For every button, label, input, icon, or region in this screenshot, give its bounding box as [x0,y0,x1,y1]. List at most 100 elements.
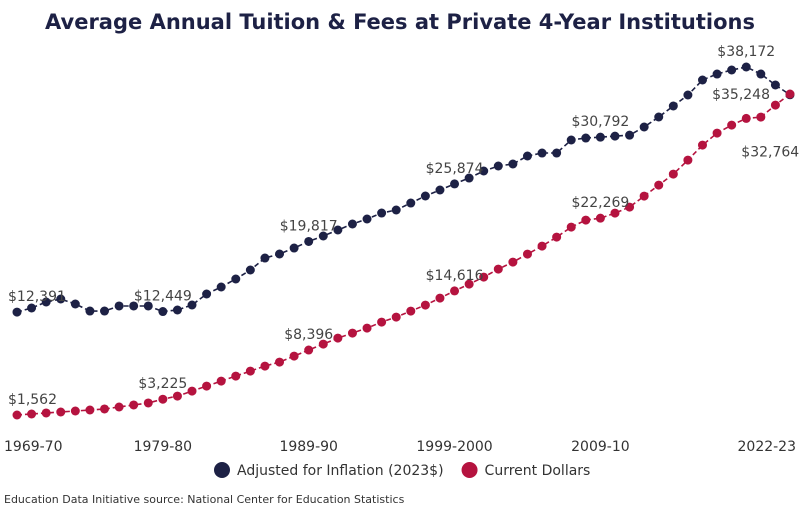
data-point [158,394,168,404]
data-point [12,410,22,420]
data-label: $25,874 [426,161,484,177]
data-point [129,400,139,410]
data-point [508,159,518,169]
data-point [741,62,751,72]
data-point [420,300,430,310]
data-point [435,293,445,303]
data-point [304,236,314,246]
data-point [581,133,591,143]
data-point [129,301,139,311]
data-point [770,100,780,110]
data-point [216,376,226,386]
data-point [333,225,343,235]
data-point [552,232,562,242]
data-point [785,89,795,99]
data-point [756,112,766,122]
series-line [16,93,791,416]
data-point [158,307,168,317]
data-point [522,249,532,259]
x-tick-label: 1979-80 [134,439,193,455]
x-tick-label: 2022-23 [738,439,797,455]
data-label: $38,172 [717,44,775,60]
x-tick-label: 1999-2000 [416,439,492,455]
data-point [187,386,197,396]
data-point [347,328,357,338]
data-point [479,166,489,176]
data-point [727,65,737,75]
data-point [275,357,285,367]
data-point [85,306,95,316]
data-label: $30,792 [571,114,629,130]
data-point [260,361,270,371]
data-point [41,408,51,418]
data-label: $12,391 [8,289,66,305]
data-point [304,345,314,355]
data-point [712,128,722,138]
data-point [610,208,620,218]
data-point [70,299,80,309]
data-point [683,90,693,100]
data-point [172,305,182,315]
data-point [625,202,635,212]
data-point [333,333,343,343]
data-point [712,69,722,79]
data-point [522,151,532,161]
data-point [187,300,197,310]
data-point [100,404,110,414]
data-point [362,214,372,224]
data-point [493,264,503,274]
data-point [450,286,460,296]
data-point [377,317,387,327]
data-point [537,241,547,251]
data-point [56,294,66,304]
data-point [377,208,387,218]
data-point [289,243,299,253]
data-point [231,371,241,381]
data-point [493,161,503,171]
data-point [202,289,212,299]
data-point [172,391,182,401]
data-point [697,140,707,150]
data-point [202,381,212,391]
data-point [683,155,693,165]
data-point [216,282,226,292]
data-point [245,265,255,275]
data-point [420,191,430,201]
data-point [654,180,664,190]
data-point [566,222,576,232]
data-point [362,323,372,333]
data-point [756,69,766,79]
data-point [479,272,489,282]
data-point [41,297,51,307]
source-note: Education Data Initiative source: Nation… [4,493,405,506]
data-label: $22,269 [571,195,629,211]
data-point [56,407,66,417]
data-point [143,301,153,311]
data-point [625,130,635,140]
data-point [245,366,255,376]
data-label: $32,764 [741,144,799,160]
legend-marker [461,462,478,478]
data-point [770,80,780,90]
chart-title: Average Annual Tuition & Fees at Private… [45,10,755,34]
data-point [143,398,153,408]
data-point [639,122,649,132]
data-point [668,169,678,179]
data-point [391,205,401,215]
data-point [114,301,124,311]
data-label: $19,817 [280,218,338,234]
data-point [581,215,591,225]
data-point [668,101,678,111]
data-label: $8,396 [284,327,333,343]
data-point [508,257,518,267]
data-point [114,402,124,412]
data-point [391,312,401,322]
data-point [537,148,547,158]
data-point [697,75,707,85]
data-point [318,339,328,349]
data-point [347,219,357,229]
data-point [100,306,110,316]
data-point [595,132,605,142]
data-point [595,213,605,223]
